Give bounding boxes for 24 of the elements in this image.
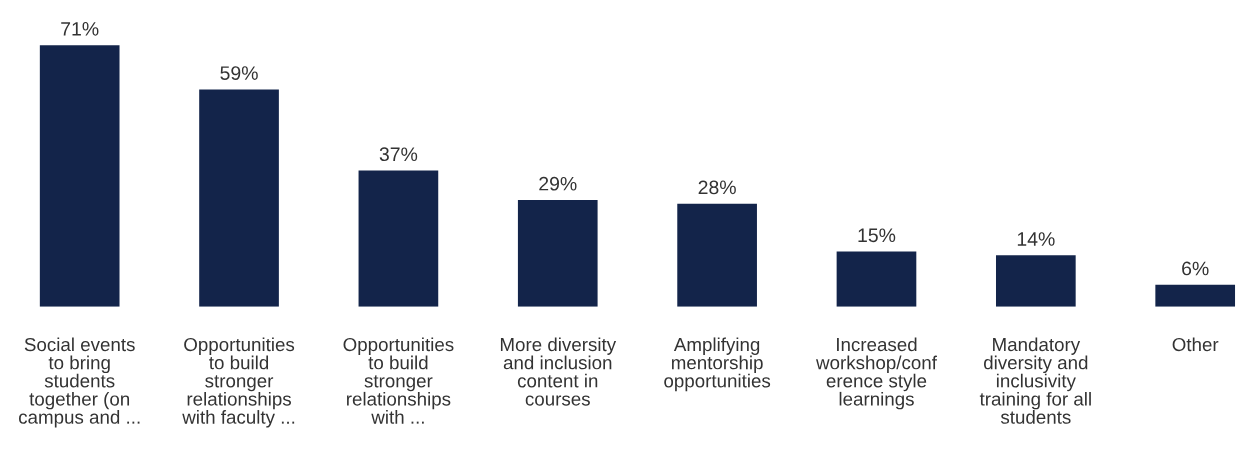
data-label: 71%	[61, 22, 99, 36]
bar	[39, 45, 120, 307]
data-label: 15%	[858, 228, 896, 243]
bar	[517, 199, 598, 307]
data-label: 59%	[220, 66, 258, 80]
data-label: 37%	[379, 147, 418, 162]
bar	[677, 203, 757, 307]
x-tick-label: Social events to bring students together (on campus and ...	[18, 337, 140, 428]
x-tick-label: Increased workshop/conf erence style learnings	[816, 337, 937, 410]
x-tick-label: Opportunities to build stronger relationships with faculty ...	[182, 337, 295, 428]
bar	[1155, 284, 1236, 307]
x-tick-label: More diversity and inclusion content in courses	[500, 337, 617, 406]
bar	[836, 251, 917, 307]
x-tick-label: Other	[1172, 337, 1219, 352]
bar	[995, 255, 1076, 307]
x-tick-label: Amplifying mentorship opportunities	[664, 337, 771, 392]
x-tick-label: Opportunities to build stronger relationships with ...	[343, 337, 454, 424]
bar	[358, 170, 439, 307]
x-tick-label: Mandatory diversity and inclusivity training for all students	[979, 337, 1091, 424]
data-label: 14%	[1017, 232, 1055, 246]
data-label: 6%	[1182, 261, 1209, 276]
data-label: 28%	[698, 180, 736, 195]
data-label: 29%	[539, 176, 577, 191]
bar	[199, 89, 279, 307]
